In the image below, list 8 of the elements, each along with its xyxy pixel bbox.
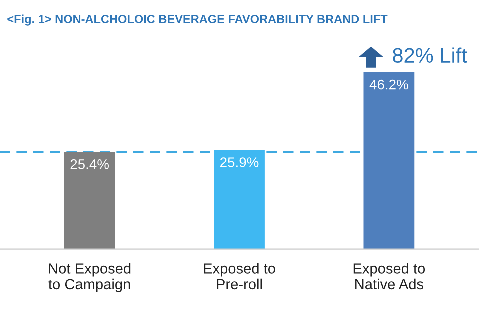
x-tick-label: Not Exposed to Campaign [48, 263, 131, 292]
data-label: 25.9% [220, 158, 259, 168]
data-label: 46.2% [370, 80, 408, 90]
x-tick-label: Exposed to Native Ads [354, 263, 426, 290]
chart-title: <Fig. 1> NON-ALCHOLOIC BEVERAGE FAVORABILITY BRAND LIFT [8, 14, 388, 26]
text: 82% Lift [393, 48, 468, 64]
x-tick-label: Exposed to Pre-roll [204, 263, 276, 290]
data-label: 25.4% [70, 160, 110, 170]
